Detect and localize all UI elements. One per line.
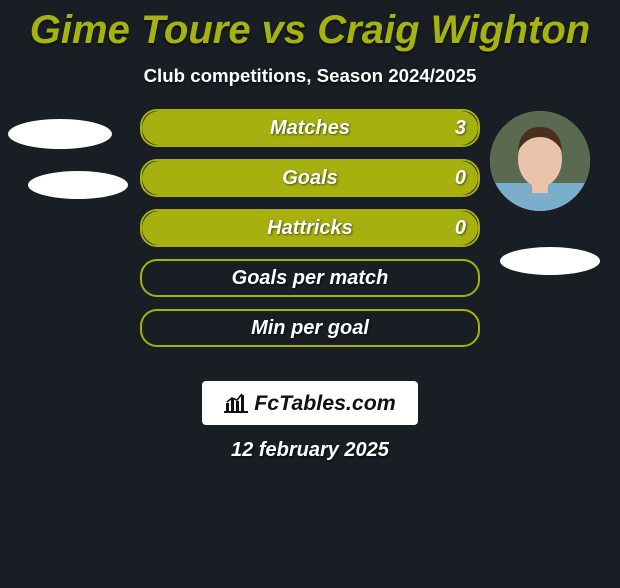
page-title: Gime Toure vs Craig Wighton — [0, 8, 620, 53]
fctables-logo: FcTables.com — [202, 381, 418, 425]
player-placeholder-right — [500, 247, 600, 275]
player-placeholder-left — [28, 171, 128, 199]
stat-bar-label: Goals per match — [142, 261, 478, 295]
subtitle: Club competitions, Season 2024/2025 — [0, 65, 620, 87]
stat-bar: Goals0 — [140, 159, 480, 197]
stat-bar: Matches3 — [140, 109, 480, 147]
player-placeholder-left — [8, 119, 112, 149]
stat-bar: Min per goal — [140, 309, 480, 347]
stat-bar-fill — [142, 161, 478, 195]
comparison-stage: Matches3 Goals0 Hattricks0 Goals per match M… — [0, 109, 620, 369]
date-text: 12 february 2025 — [0, 439, 620, 462]
avatar — [490, 111, 590, 211]
bar-chart-icon — [224, 393, 248, 413]
stat-bar-fill — [142, 211, 478, 245]
stat-bar-fill — [142, 111, 478, 145]
stat-bar-label: Min per goal — [142, 311, 478, 345]
stat-bar: Goals per match — [140, 259, 480, 297]
stat-bar: Hattricks0 — [140, 209, 480, 247]
logo-text: FcTables.com — [254, 391, 395, 416]
stat-bars: Matches3 Goals0 Hattricks0 Goals per match M… — [140, 109, 480, 359]
